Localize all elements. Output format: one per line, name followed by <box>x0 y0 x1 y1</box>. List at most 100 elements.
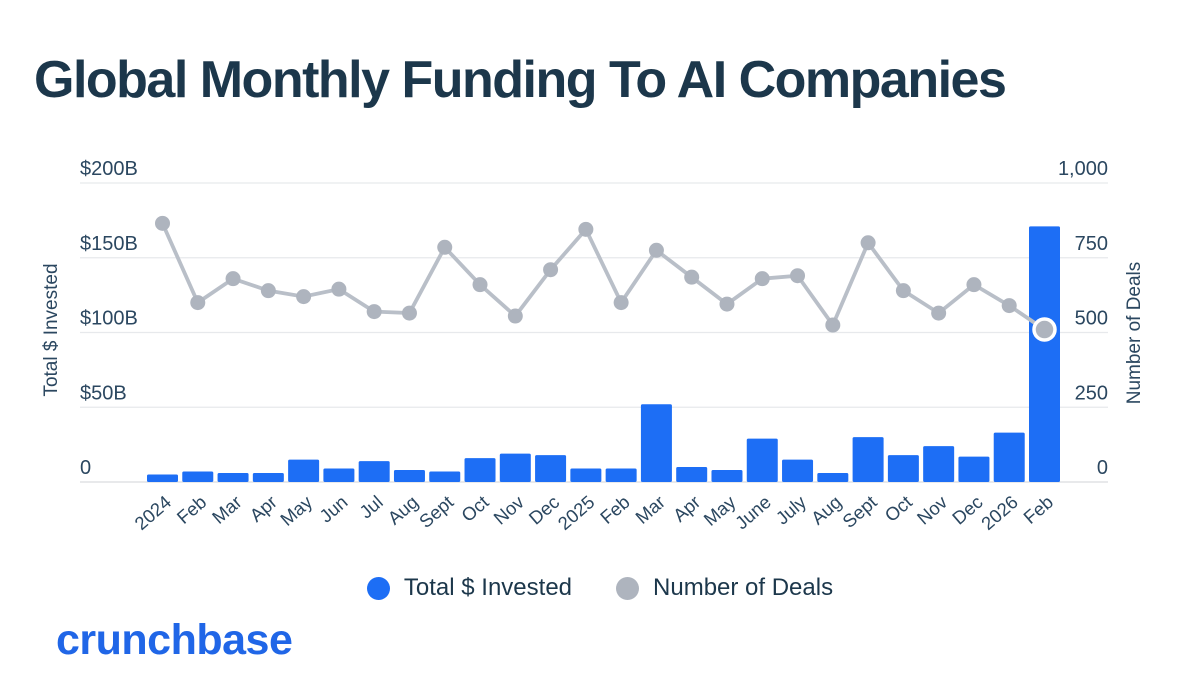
x-axis-label: Jul <box>355 491 387 522</box>
deals-dot <box>860 235 876 251</box>
funding-bar <box>605 468 637 482</box>
right-axis-title: Number of Deals <box>1124 262 1145 405</box>
x-axis-label: May <box>276 491 317 530</box>
legend-label-total-invested: Total $ Invested <box>403 574 573 601</box>
x-axis-label: Oct <box>457 491 492 526</box>
funding-bar <box>323 468 355 482</box>
deals-dot <box>825 317 841 333</box>
deals-dot <box>155 215 170 231</box>
funding-bar <box>252 473 284 482</box>
funding-bar <box>464 458 496 482</box>
deals-dot <box>754 271 770 287</box>
right-axis-tick: 500 <box>1075 308 1108 330</box>
deals-dot <box>1001 298 1017 314</box>
funding-bar <box>711 470 743 482</box>
x-axis-label: Aug <box>807 491 846 528</box>
funding-bar <box>429 471 461 482</box>
deals-dot <box>296 289 312 305</box>
left-axis-title: Total $ Invested <box>41 263 62 396</box>
funding-bar <box>887 455 919 482</box>
x-axis-label: Jun <box>315 491 351 526</box>
funding-bar <box>852 437 884 482</box>
x-axis-label: 2026 <box>977 491 1022 534</box>
deals-dot <box>260 283 276 299</box>
deals-line <box>160 222 1046 332</box>
x-axis-label: Feb <box>173 491 211 528</box>
deals-dot <box>895 283 911 299</box>
deals-dot <box>190 295 206 311</box>
x-axis-label: Nov <box>489 491 528 529</box>
funding-bar <box>147 474 178 482</box>
right-axis-tick: 0 <box>1097 457 1108 479</box>
page-title: Global Monthly Funding To AI Companies <box>34 51 1007 109</box>
x-axis-label: Feb <box>1019 491 1057 528</box>
deals-dot-icon <box>616 576 640 600</box>
deals-dot <box>684 269 700 285</box>
funding-bar <box>288 459 320 482</box>
legend-label-number-of-deals: Number of Deals <box>653 574 834 601</box>
right-axis-tick: 250 <box>1075 382 1108 404</box>
x-axis-label: June <box>731 491 775 533</box>
left-axis-tick: $150B <box>80 233 138 255</box>
funding-bar <box>676 467 708 482</box>
x-axis-label: Aug <box>383 491 422 528</box>
x-axis-label: Apr <box>669 491 705 526</box>
x-axis-label: Feb <box>596 491 634 528</box>
legend-item-total-invested: Total $ Invested <box>366 574 573 602</box>
deals-dot <box>719 296 735 312</box>
deals-dot <box>331 281 347 297</box>
deals-dot <box>613 295 629 311</box>
invested-dot-icon <box>366 576 390 600</box>
x-axis-label: May <box>699 491 740 530</box>
funding-bar <box>217 473 249 482</box>
funding-bar <box>358 461 390 482</box>
x-axis-label: Sept <box>415 491 458 532</box>
x-axis-label: Mar <box>208 491 246 528</box>
deals-dot <box>366 304 382 320</box>
funding-bar <box>393 470 425 482</box>
funding-bar <box>958 456 990 482</box>
x-axis-label: 2024 <box>130 491 175 534</box>
left-axis-tick: $200B <box>80 158 138 180</box>
funding-bar <box>570 468 602 482</box>
x-axis-label: Sept <box>838 491 881 532</box>
deals-dot <box>507 308 523 324</box>
deals-dot <box>401 305 417 321</box>
deals-dot <box>966 277 982 293</box>
deals-dot-highlighted <box>1032 317 1057 342</box>
right-axis-tick: 1,000 <box>1058 158 1108 180</box>
funding-bar <box>640 404 672 482</box>
deals-dot <box>437 239 453 255</box>
funding-bar <box>782 459 814 482</box>
x-axis-label: Oct <box>881 491 916 526</box>
deals-dot <box>578 221 594 237</box>
deals-dot <box>790 268 806 284</box>
crunchbase-logo: crunchbase <box>56 616 293 664</box>
left-axis-tick: $50B <box>80 382 127 404</box>
chart-legend: Total $ Invested Number of Deals <box>0 568 1200 608</box>
x-axis-label: Nov <box>913 491 952 529</box>
funding-bar <box>1029 226 1060 482</box>
deals-dot <box>543 262 559 278</box>
x-axis-label: Mar <box>631 491 669 528</box>
funding-bar <box>817 473 849 482</box>
deals-dot <box>648 242 664 258</box>
funding-bar <box>923 446 955 482</box>
deals-dot <box>225 271 241 287</box>
funding-bar <box>182 471 214 482</box>
legend-item-number-of-deals: Number of Deals <box>616 574 833 602</box>
x-axis-label: 2025 <box>554 491 599 534</box>
deals-dot <box>472 277 488 293</box>
left-axis-tick: 0 <box>80 457 91 479</box>
left-axis-tick: $100B <box>80 308 138 330</box>
funding-bar <box>993 432 1025 482</box>
funding-bar <box>746 438 778 482</box>
x-axis-label: July <box>772 491 811 529</box>
deals-dot <box>931 305 947 321</box>
funding-bar <box>499 453 531 482</box>
right-axis-tick: 750 <box>1075 233 1108 255</box>
x-axis-label: Apr <box>245 491 281 526</box>
funding-bar <box>535 455 567 482</box>
